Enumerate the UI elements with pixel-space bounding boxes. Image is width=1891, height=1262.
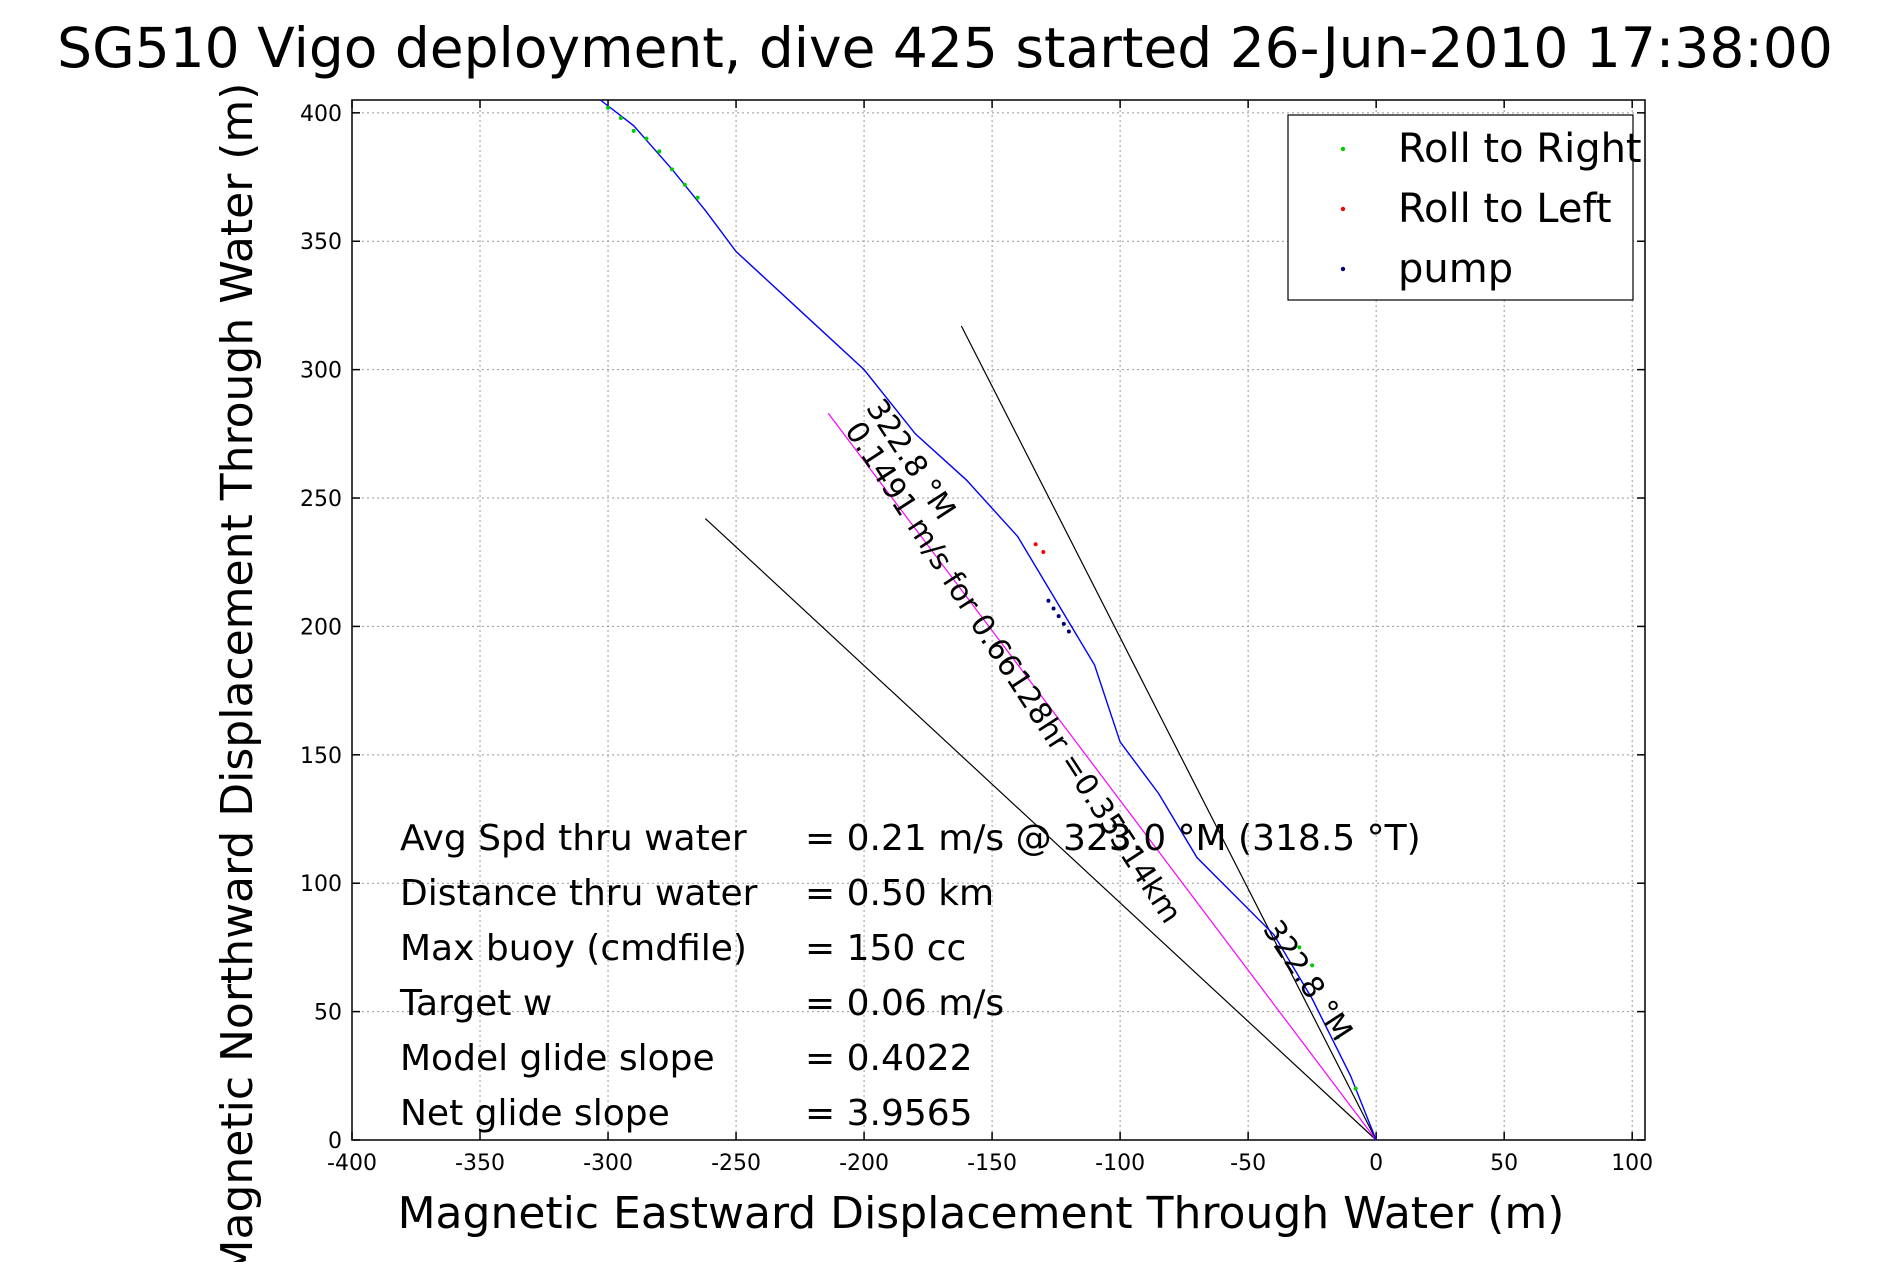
stat-label: Distance thru water xyxy=(400,873,758,914)
reference-line xyxy=(827,412,1377,1141)
data-point xyxy=(1061,621,1066,626)
data-point xyxy=(1353,1086,1358,1091)
stat-row: Avg Spd thru water = 0.21 m/s @ 323.0 °M … xyxy=(400,818,1421,859)
data-point xyxy=(1051,606,1056,611)
stat-value: = 3.9565 xyxy=(805,1093,973,1134)
data-point xyxy=(618,115,623,120)
y-tick-label: 100 xyxy=(300,872,342,897)
legend-item: pump xyxy=(1340,246,1513,292)
data-point xyxy=(657,149,662,154)
stat-value: = 0.4022 xyxy=(805,1038,973,1079)
legend: Roll to Right Roll to Left pump xyxy=(1287,114,1642,301)
data-point xyxy=(1310,963,1315,968)
data-point xyxy=(1041,549,1046,554)
y-tick-label: 250 xyxy=(300,487,342,512)
data-point xyxy=(1335,1035,1340,1040)
data-point xyxy=(1056,614,1061,619)
stat-row: Net glide slope = 3.9565 xyxy=(400,1093,973,1134)
data-point xyxy=(1297,945,1302,950)
stats-block: Avg Spd thru water = 0.21 m/s @ 323.0 °M … xyxy=(399,818,1421,1134)
x-tick-label: -50 xyxy=(1230,1151,1266,1176)
y-tick-label: 50 xyxy=(314,1001,342,1026)
data-point xyxy=(606,105,611,110)
x-tick-label: 100 xyxy=(1611,1151,1653,1176)
y-tick-label: 200 xyxy=(300,615,342,640)
track-line xyxy=(599,99,1377,1141)
x-tick-label: -100 xyxy=(1095,1151,1145,1176)
legend-marker xyxy=(1340,206,1346,212)
stat-label: Target w xyxy=(399,983,552,1024)
y-tick-label: 300 xyxy=(300,359,342,384)
data-point xyxy=(682,182,687,187)
series-roll-to-right xyxy=(606,105,1358,1091)
x-tick-label: -200 xyxy=(839,1151,889,1176)
series-roll-to-left xyxy=(1033,542,1046,554)
x-tick-label: 50 xyxy=(1490,1151,1518,1176)
stat-label: Avg Spd thru water xyxy=(400,818,747,859)
stat-row: Model glide slope = 0.4022 xyxy=(400,1038,973,1079)
legend-item: Roll to Right xyxy=(1340,126,1642,172)
x-tick-label: -350 xyxy=(455,1151,505,1176)
x-axis-label: Magnetic Eastward Displacement Through W… xyxy=(398,1188,1565,1239)
legend-item: Roll to Left xyxy=(1340,186,1612,232)
legend-box xyxy=(1287,114,1634,301)
series-pump xyxy=(1046,598,1071,634)
grid-lines xyxy=(351,100,1645,1141)
chart-title: SG510 Vigo deployment, dive 425 started … xyxy=(57,16,1833,80)
legend-label: pump xyxy=(1398,246,1513,292)
y-tick-label: 150 xyxy=(300,744,342,769)
legend-label: Roll to Left xyxy=(1398,186,1612,232)
stat-row: Target w = 0.06 m/s xyxy=(399,983,1004,1024)
x-tick-label: -250 xyxy=(711,1151,761,1176)
segment-annotation: 322.8 °M xyxy=(1256,914,1360,1047)
data-point xyxy=(1066,629,1071,634)
y-tick-label: 0 xyxy=(328,1129,342,1154)
stat-label: Model glide slope xyxy=(400,1038,715,1079)
reference-line xyxy=(704,518,1377,1141)
legend-label: Roll to Right xyxy=(1398,126,1642,172)
legend-marker xyxy=(1340,266,1346,272)
stat-label: Max buoy (cmdfile) xyxy=(400,928,747,969)
x-tick-label: -150 xyxy=(967,1151,1017,1176)
stat-label: Net glide slope xyxy=(400,1093,670,1134)
x-tick-label: -300 xyxy=(583,1151,633,1176)
reference-line xyxy=(960,325,1377,1141)
stat-value: = 150 cc xyxy=(805,928,966,969)
x-tick-label: 0 xyxy=(1369,1151,1383,1176)
data-point xyxy=(670,167,675,172)
stat-value: = 0.50 km xyxy=(805,873,994,914)
stat-row: Distance thru water = 0.50 km xyxy=(400,873,994,914)
data-point xyxy=(695,195,700,200)
axes-frame xyxy=(351,99,1646,1141)
data-point xyxy=(644,136,649,141)
y-axis-label: Magnetic Northward Displacement Through … xyxy=(212,83,263,1262)
data-point xyxy=(1046,598,1051,603)
stat-row: Max buoy (cmdfile) = 150 cc xyxy=(400,928,966,969)
stat-value: = 0.06 m/s xyxy=(805,983,1004,1024)
y-tick-label: 350 xyxy=(300,230,342,255)
y-tick-label: 400 xyxy=(300,102,342,127)
stat-value: = 0.21 m/s @ 323.0 °M (318.5 °T) xyxy=(805,818,1421,859)
x-tick-label: -400 xyxy=(327,1151,377,1176)
data-point xyxy=(1033,542,1038,547)
legend-marker xyxy=(1340,146,1346,152)
data-point xyxy=(631,128,636,133)
